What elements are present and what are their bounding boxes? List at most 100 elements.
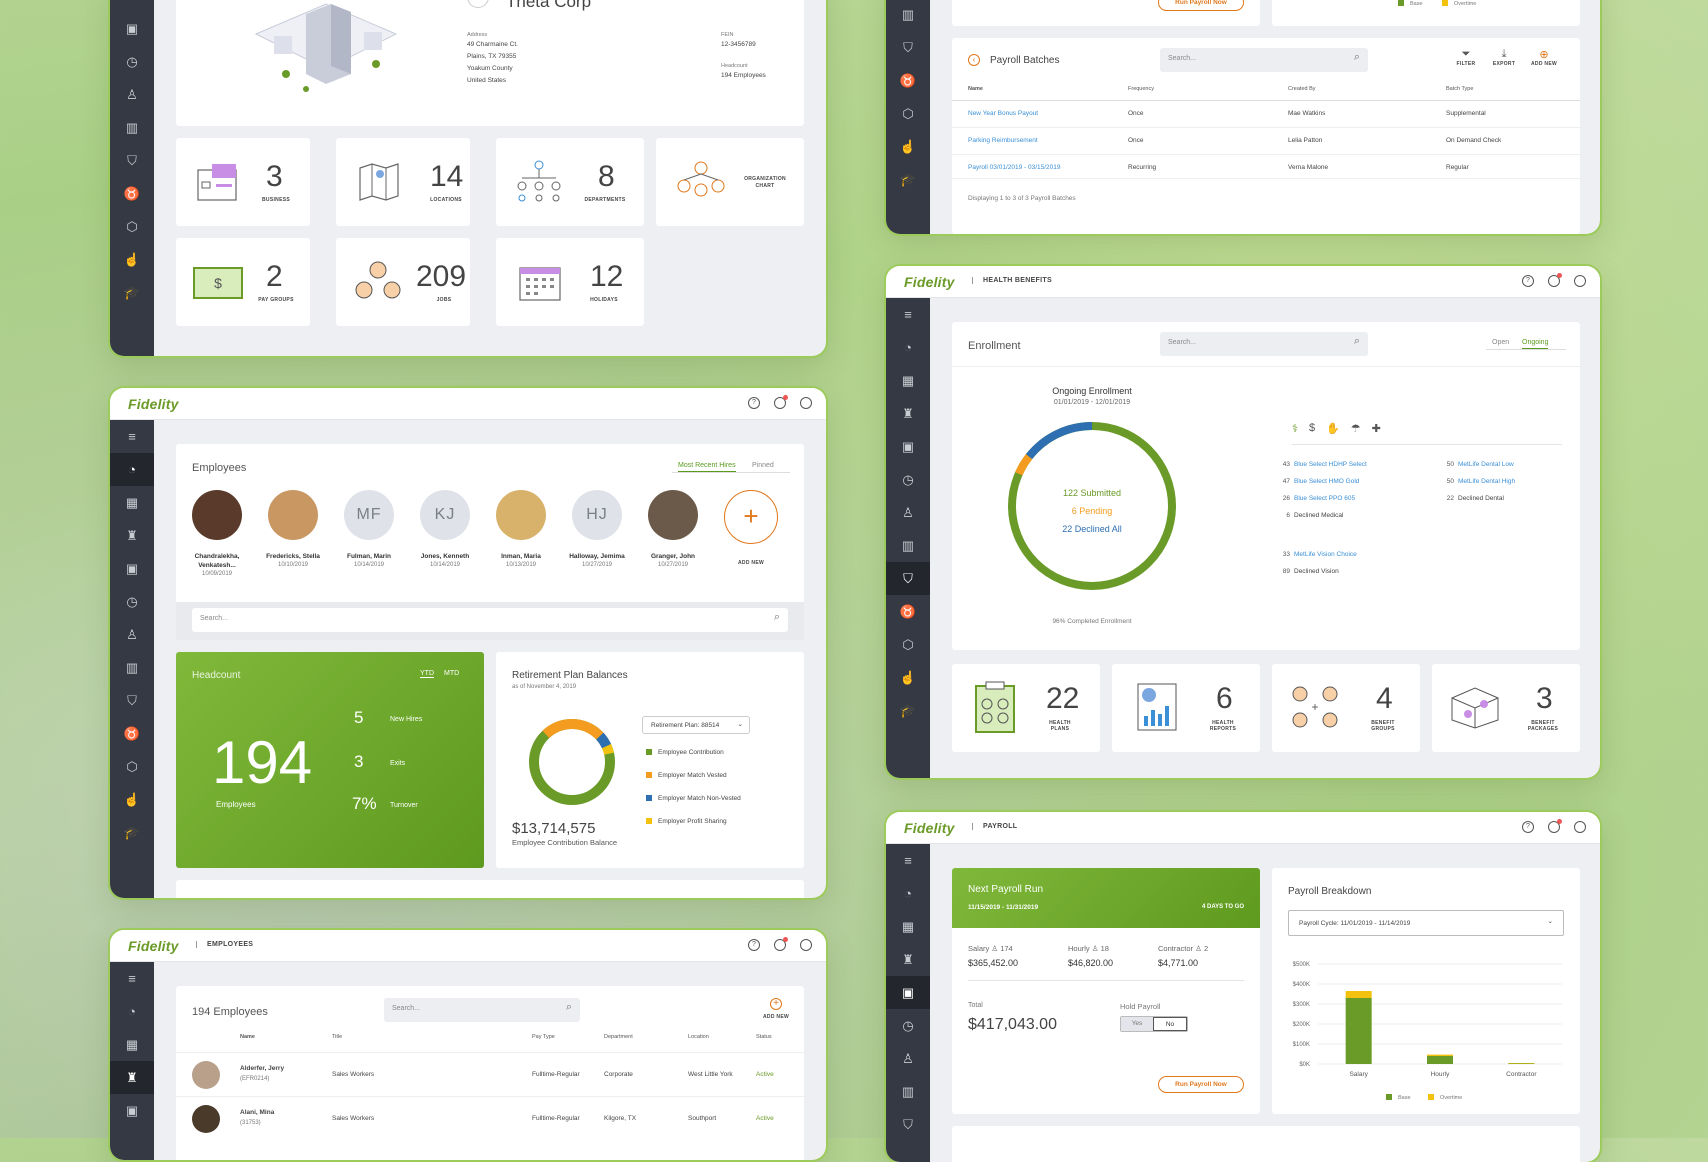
hand-icon[interactable]: ☝ [899, 669, 917, 685]
grad-cap-icon[interactable]: 🎓 [123, 824, 141, 840]
stat-benefit-packages[interactable]: 3 BENEFIT PACKAGES [1432, 664, 1580, 752]
bar-overtime[interactable] [1345, 991, 1372, 998]
enrollment-search-input[interactable]: Search... [1160, 332, 1368, 356]
help-icon[interactable]: ? [748, 397, 760, 409]
bar-overtime[interactable] [1508, 1063, 1535, 1064]
camera-icon[interactable]: ▣ [125, 560, 139, 576]
avatar[interactable]: KJ [420, 490, 470, 540]
add-batch-button[interactable]: ⊕ ADD NEW [1526, 48, 1562, 67]
avatar[interactable] [192, 490, 242, 540]
umbrella-icon[interactable]: ☂ [1350, 423, 1361, 435]
fidelity-logo[interactable]: Fidelity [904, 274, 955, 290]
table-row[interactable]: Alani, Mina (31753) Sales Workers Fullti… [176, 1096, 804, 1140]
org-icon[interactable]: ♙ [126, 626, 138, 642]
shield-icon[interactable]: ⛉ [886, 562, 930, 595]
clock-icon[interactable]: ◷ [126, 53, 138, 69]
building-icon[interactable]: ▦ [125, 1036, 139, 1052]
dashboard-icon[interactable]: ◔ [904, 340, 912, 355]
dental-icon[interactable]: ✋ [1326, 423, 1340, 435]
bar-base[interactable] [1427, 1056, 1453, 1064]
camera-icon[interactable]: ▣ [901, 438, 915, 454]
hold-payroll-toggle[interactable]: Yes No [1120, 1016, 1188, 1032]
bar-overtime[interactable] [1427, 1054, 1453, 1056]
dashboard-icon[interactable]: ◔ [128, 1004, 136, 1019]
camera-icon[interactable]: ▣ [125, 20, 139, 36]
person-name[interactable]: Chandralekha, Venkatesh... 10/09/2019 [182, 552, 252, 579]
fidelity-logo[interactable]: Fidelity [904, 820, 955, 836]
plan-item[interactable]: 43 Blue Select HDHP Select [1276, 461, 1367, 468]
table-row[interactable]: Alderfer, Jerry (EFR0214) Sales Workers … [176, 1052, 804, 1096]
stat-pay-groups[interactable]: $ 2 PAY GROUPS [176, 238, 310, 326]
plan-item[interactable]: 50 MetLife Dental High [1440, 478, 1515, 485]
export-button[interactable]: ⤓ EXPORT [1490, 48, 1518, 67]
grad-cap-icon[interactable]: 🎓 [899, 171, 917, 187]
badge-icon[interactable]: ⬡ [902, 105, 914, 121]
hand-icon[interactable]: ☝ [123, 791, 141, 807]
hand-icon[interactable]: ☝ [899, 138, 917, 154]
col-location[interactable]: Location [688, 1034, 709, 1040]
payroll-cycle-select[interactable]: Payroll Cycle: 11/01/2019 - 11/14/2019 ⌄ [1288, 910, 1564, 936]
badge-icon[interactable]: ⬡ [126, 758, 138, 774]
shield-icon[interactable]: ⛉ [903, 1116, 913, 1132]
piggy-icon[interactable]: ♉ [899, 603, 917, 619]
clock-icon[interactable]: ◷ [902, 1017, 914, 1033]
col-title[interactable]: Title [332, 1034, 343, 1040]
building-icon[interactable]: ▦ [125, 494, 139, 510]
piggy-icon[interactable]: ♉ [123, 185, 141, 201]
tab-pinned[interactable]: Pinned [752, 462, 774, 469]
person-name[interactable]: Fulman, Marin 10/14/2019 [334, 552, 404, 570]
col-pay-type[interactable]: Pay Type [532, 1034, 555, 1040]
piggy-icon[interactable]: ♉ [123, 725, 141, 741]
stat-health-plans[interactable]: 22 HEALTH PLANS [952, 664, 1100, 752]
help-icon[interactable]: ? [1522, 275, 1534, 287]
person-name[interactable]: Granger, John 10/27/2019 [638, 552, 708, 570]
bell-icon[interactable] [1548, 819, 1562, 833]
bell-icon[interactable] [774, 937, 788, 951]
person-name[interactable]: Jones, Kenneth 10/14/2019 [410, 552, 480, 570]
org-icon[interactable]: ♙ [126, 86, 138, 102]
run-payroll-button[interactable]: Run Payroll Now [1158, 1076, 1244, 1093]
people-icon[interactable]: ♜ [126, 527, 138, 543]
shield-icon[interactable]: ⛉ [127, 692, 137, 708]
person-name[interactable]: Fredericks, Stella 10/10/2019 [258, 552, 328, 570]
people-icon[interactable]: ♜ [902, 405, 914, 421]
stat-holidays[interactable]: 12 HOLIDAYS [496, 238, 644, 326]
bell-icon[interactable] [1548, 273, 1562, 287]
menu-icon[interactable]: ≡ [904, 307, 912, 322]
avatar[interactable]: MF [344, 490, 394, 540]
avatar[interactable]: HJ [572, 490, 622, 540]
medical-icon[interactable]: ⚕ [1292, 423, 1298, 435]
retirement-plan-select[interactable]: Retirement Plan: 88514 ⌄ [642, 716, 750, 734]
employees-search-input[interactable]: Search... [384, 998, 580, 1022]
stat-benefit-groups[interactable]: + 4 BENEFIT GROUPS [1272, 664, 1420, 752]
col-created-by[interactable]: Created By [1288, 86, 1316, 92]
plan-item[interactable]: 47 Blue Select HMO Gold [1276, 478, 1360, 485]
table-row[interactable]: New Year Bonus Payout Once Mae Watkins S… [952, 100, 1580, 125]
col-name[interactable]: Name [968, 86, 983, 92]
batch-name[interactable]: Parking Reimbursement [968, 137, 1038, 144]
avatar[interactable] [268, 490, 318, 540]
shield-icon[interactable]: ⛉ [127, 152, 137, 168]
add-new-icon[interactable]: + [770, 998, 782, 1010]
chart-icon[interactable]: ▥ [901, 537, 915, 553]
org-icon[interactable]: ♙ [902, 1050, 914, 1066]
stat-locations[interactable]: 14 LOCATIONS [336, 138, 470, 226]
bar-base[interactable] [1508, 1063, 1535, 1064]
building-icon[interactable]: ▦ [901, 372, 915, 388]
person-name[interactable]: Halloway, Jemima 10/27/2019 [562, 552, 632, 570]
user-icon[interactable] [800, 939, 812, 951]
bell-icon[interactable] [774, 395, 788, 409]
people-icon[interactable]: ♜ [902, 951, 914, 967]
stat-org-chart[interactable]: ORGANIZATION CHART [656, 138, 804, 226]
col-frequency[interactable]: Frequency [1128, 86, 1154, 92]
avatar[interactable] [496, 490, 546, 540]
piggy-icon[interactable]: ♉ [899, 72, 917, 88]
people-icon[interactable]: ♜ [110, 1061, 154, 1094]
camera-icon[interactable]: ▣ [125, 1102, 139, 1118]
clock-icon[interactable]: ◷ [902, 471, 914, 487]
person-name[interactable]: Inman, Maria 10/13/2019 [486, 552, 556, 570]
tab-ongoing[interactable]: Ongoing [1522, 339, 1549, 349]
batch-name[interactable]: Payroll 03/01/2019 - 03/15/2019 [968, 164, 1061, 171]
dashboard-icon[interactable]: ◔ [110, 453, 154, 486]
badge-icon[interactable]: ⬡ [126, 218, 138, 234]
